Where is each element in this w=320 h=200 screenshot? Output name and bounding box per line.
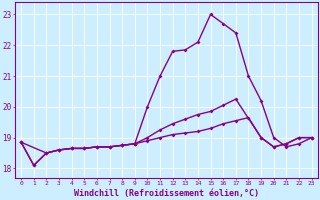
X-axis label: Windchill (Refroidissement éolien,°C): Windchill (Refroidissement éolien,°C) (74, 189, 259, 198)
